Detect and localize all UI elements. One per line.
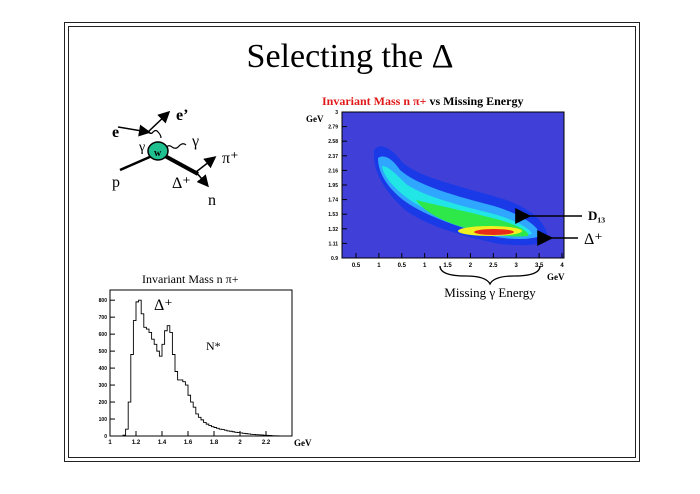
histogram-title: Invariant Mass n π+ — [142, 272, 239, 286]
heatmap-y-axis-label: GeV — [306, 114, 324, 124]
heatmap-x-tick-label: 1.5 — [443, 263, 452, 269]
missing-energy-brace — [439, 265, 541, 286]
heatmap-y-tick-label: 3 — [335, 110, 338, 116]
histogram-plot-area — [109, 289, 293, 437]
histogram-y-tick-label: 700 — [99, 315, 108, 321]
histogram-y-tick-label: 100 — [99, 417, 108, 423]
label-n: n — [208, 192, 216, 209]
heatmap-x-tick-label: 3 — [515, 263, 519, 269]
histogram-y-tick-label: 500 — [99, 349, 108, 355]
histogram-series — [122, 299, 280, 437]
heatmap-y-tick-label: 1.32 — [328, 227, 338, 233]
label-p: p — [112, 174, 120, 191]
label-gamma-real: γ — [191, 133, 199, 150]
heatmap-y-tick-label: 1.53 — [328, 212, 338, 218]
histogram-x-axis-label: GeV — [294, 438, 312, 448]
label-delta-plus: Δ⁺ — [172, 175, 191, 192]
heatmap-x-tick-label: 2 — [469, 263, 473, 269]
histogram-y-tick-label: 400 — [99, 366, 108, 372]
histogram-y-tick-label: 200 — [99, 400, 108, 406]
histogram-x-tick-label: 2 — [238, 440, 242, 446]
heatmap-y-tick-label: 2.79 — [328, 125, 338, 131]
label-pi-plus: π⁺ — [222, 150, 239, 167]
annotation-nstar: N* — [206, 339, 221, 353]
annotation-delta-histogram: Δ⁺ — [154, 297, 173, 314]
heatmap-x-tick-label: 4 — [560, 263, 564, 269]
histogram-y-tick-label: 0 — [104, 434, 107, 440]
histogram-y-tick-label: 600 — [99, 332, 108, 338]
slide-inner-border — [68, 26, 636, 458]
histogram-x-tick-label: 1.4 — [158, 440, 167, 446]
histogram-x-tick-label: 1 — [108, 440, 112, 446]
label-e: e — [112, 124, 119, 141]
heatmap-y-tick-label: 2.37 — [328, 154, 338, 160]
histogram-y-tick-label: 300 — [99, 383, 108, 389]
heatmap-x-tick-label: 0.5 — [398, 263, 407, 269]
histogram-x-tick-label: 1.6 — [184, 440, 193, 446]
heatmap-y-tick-label: 1.95 — [328, 183, 338, 189]
heatmap-y-tick-label: 1.11 — [329, 241, 339, 247]
label-gamma-virtual: γ — [138, 140, 145, 155]
slide-title: Selecting the Δ — [246, 38, 454, 75]
histogram-x-tick-label: 2.2 — [262, 440, 271, 446]
heatmap-region-red — [474, 229, 514, 235]
histogram-x-tick-label: 1.2 — [132, 440, 141, 446]
heatmap-x-tick-label: 0.5 — [352, 263, 361, 269]
histogram-x-tick-label: 1.8 — [210, 440, 219, 446]
heatmap-title: Invariant Mass n π+ vs Missing Energy — [322, 94, 524, 108]
annotation-delta-heatmap: Δ⁺ — [584, 231, 603, 248]
heatmap-y-tick-label: 1.74 — [328, 198, 338, 204]
heatmap-x-axis-label: GeV — [547, 272, 565, 282]
histogram-y-tick-label: 800 — [99, 298, 108, 304]
heatmap-region-cyan — [382, 166, 532, 235]
slide-outer-border — [64, 22, 640, 462]
heatmap-y-tick-label: 2.58 — [328, 139, 338, 145]
heatmap-x-tick-label: 1 — [377, 263, 381, 269]
heatmap-x-tick-label: 1 — [423, 263, 427, 269]
heatmap-x-tick-label: 2.5 — [489, 263, 498, 269]
heatmap-y-tick-label: 2.16 — [328, 168, 338, 174]
annotation-missing-energy: Missing γ Energy — [444, 285, 536, 300]
annotation-d13: D₁₃ — [588, 208, 605, 223]
label-e-prime: e’ — [176, 107, 188, 124]
vertex-label: w — [154, 148, 162, 159]
heatmap-y-tick-label: 0.9 — [331, 256, 338, 262]
